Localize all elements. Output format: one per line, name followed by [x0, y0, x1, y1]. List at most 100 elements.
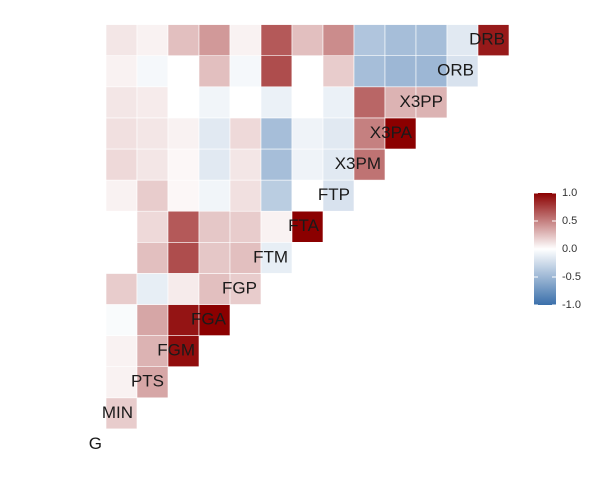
- heatmap-cell-FTA-MIN: [136, 210, 169, 243]
- heatmap-cell-DRB-FTP: [353, 24, 386, 57]
- heatmap-cell-X3PM-FTM: [291, 148, 324, 181]
- heatmap-cell-X3PA-FTM: [291, 117, 324, 150]
- color-legend: 1.0 0.5 0.0 -0.5 -1.0: [534, 187, 581, 311]
- heatmap-cell-FGA-PTS: [167, 304, 200, 336]
- heatmap-cell-X3PA-FGP: [260, 117, 293, 150]
- heatmap-cell-FTA-PTS: [167, 210, 200, 243]
- heatmap-cell-X3PA-G: [105, 117, 138, 150]
- heatmap-cell-X3PP-MIN: [136, 86, 169, 119]
- heatmap-cell-X3PP-FTP: [353, 86, 386, 119]
- heatmap-cell-DRB-X3PM: [384, 24, 417, 57]
- legend-tick-label: 0.5: [562, 215, 577, 227]
- heatmap-cell-DRB-PTS: [167, 24, 200, 57]
- heatmap-cell-FTM-G: [105, 242, 138, 274]
- variable-label-x3pm: X3PM: [335, 154, 381, 173]
- heatmap-cell-ORB-FGA: [229, 55, 262, 88]
- legend-tick-label: -1.0: [562, 299, 581, 311]
- heatmap-cell-DRB-FTM: [291, 24, 324, 57]
- heatmap-cell-FTA-FGM: [198, 210, 231, 243]
- heatmap-cell-DRB-FTA: [322, 24, 355, 57]
- heatmap-cell-FGA-FGM: [198, 304, 231, 336]
- heatmap-cell-FGP-G: [105, 273, 138, 305]
- variable-label-fta: FTA: [288, 216, 320, 235]
- variable-label-orb: ORB: [437, 61, 474, 80]
- heatmap-cell-PTS-G: [105, 366, 138, 399]
- heatmap-cell-X3PM-FGP: [260, 148, 293, 181]
- heatmap-cell-ORB-PTS: [167, 55, 200, 88]
- heatmap-cell-X3PA-FTA: [322, 117, 355, 150]
- heatmap-cell-ORB-FGM: [198, 55, 231, 88]
- variable-label-x3pp: X3PP: [400, 92, 443, 111]
- heatmap-cell-DRB-MIN: [136, 24, 169, 57]
- heatmap-cell-FGM-MIN: [136, 335, 169, 368]
- heatmap-cell-FTM-FGP: [260, 242, 293, 274]
- heatmap-cell-X3PP-FTA: [322, 86, 355, 119]
- heatmap-cell-X3PP-FGA: [229, 86, 262, 119]
- heatmap-cell-FGA-G: [105, 304, 138, 336]
- heatmap-cell-X3PA-FTP: [353, 117, 386, 150]
- heatmap-cells: [105, 24, 510, 430]
- heatmap-cell-X3PP-PTS: [167, 86, 200, 119]
- heatmap-cell-FTP-G: [105, 179, 138, 212]
- heatmap-cell-DRB-X3PA: [415, 24, 448, 57]
- heatmap-cell-FGP-MIN: [136, 273, 169, 305]
- heatmap-cell-FGA-MIN: [136, 304, 169, 336]
- heatmap-cell-X3PA-MIN: [136, 117, 169, 150]
- heatmap-cell-ORB-FTA: [322, 55, 355, 88]
- variable-label-fgp: FGP: [222, 278, 257, 297]
- legend-tick-label: -0.5: [562, 271, 581, 283]
- heatmap-cell-ORB-FTM: [291, 55, 324, 88]
- variable-label-ftp: FTP: [318, 185, 350, 204]
- heatmap-cell-FTA-FTM: [291, 210, 324, 243]
- heatmap-cell-ORB-FTP: [353, 55, 386, 88]
- heatmap-cell-FTM-FGM: [198, 242, 231, 274]
- heatmap-cell-X3PM-G: [105, 148, 138, 181]
- heatmap-cell-X3PM-PTS: [167, 148, 200, 181]
- heatmap-cell-X3PA-FGM: [198, 117, 231, 150]
- heatmap-cell-FTP-FTA: [322, 179, 355, 212]
- variable-label-fgm: FGM: [157, 341, 195, 360]
- heatmap-cell-FTP-FGA: [229, 179, 262, 212]
- heatmap-cell-X3PP-FTM: [291, 86, 324, 119]
- variable-label-x3pa: X3PA: [370, 123, 413, 142]
- variable-label-drb: DRB: [469, 30, 505, 49]
- heatmap-cell-ORB-X3PA: [415, 55, 448, 88]
- heatmap-cell-DRB-FGA: [229, 24, 262, 57]
- heatmap-cell-MIN-G: [105, 397, 138, 430]
- heatmap-cell-ORB-X3PM: [384, 55, 417, 88]
- heatmap-cell-FGP-FGA: [229, 273, 262, 305]
- variable-label-pts: PTS: [131, 372, 164, 391]
- heatmap-cell-X3PM-MIN: [136, 148, 169, 181]
- heatmap-cell-FTM-PTS: [167, 242, 200, 274]
- heatmap-cell-X3PA-PTS: [167, 117, 200, 150]
- heatmap-cell-FGP-PTS: [167, 273, 200, 305]
- heatmap-cell-FTP-FTM: [291, 179, 324, 212]
- variable-label-fga: FGA: [191, 310, 227, 329]
- heatmap-cell-X3PA-X3PM: [384, 117, 417, 150]
- heatmap-cell-ORB-FGP: [260, 55, 293, 88]
- heatmap-cell-FTA-FGP: [260, 210, 293, 243]
- heatmap-cell-X3PP-FGM: [198, 86, 231, 119]
- variable-label-g: G: [89, 434, 102, 453]
- heatmap-cell-FTP-PTS: [167, 179, 200, 212]
- heatmap-cell-FTM-MIN: [136, 242, 169, 274]
- heatmap-cell-FGM-PTS: [167, 335, 200, 368]
- heatmap-cell-X3PP-FGP: [260, 86, 293, 119]
- heatmap-cell-FGM-G: [105, 335, 138, 368]
- heatmap-cell-X3PP-X3PA: [415, 86, 448, 119]
- heatmap-cell-X3PP-G: [105, 86, 138, 119]
- heatmap-cell-DRB-ORB: [477, 24, 510, 57]
- heatmap-cell-FTP-MIN: [136, 179, 169, 212]
- heatmap-cell-ORB-G: [105, 55, 138, 88]
- legend-color-bar: [534, 193, 556, 305]
- heatmap-cell-FTM-FGA: [229, 242, 262, 274]
- heatmap-cell-ORB-MIN: [136, 55, 169, 88]
- heatmap-cell-FTA-G: [105, 210, 138, 243]
- heatmap-cell-X3PA-FGA: [229, 117, 262, 150]
- heatmap-cell-FTP-FGP: [260, 179, 293, 212]
- heatmap-cell-X3PM-FTP: [353, 148, 386, 181]
- heatmap-cell-DRB-FGP: [260, 24, 293, 57]
- legend-tick-label: 0.0: [562, 243, 577, 255]
